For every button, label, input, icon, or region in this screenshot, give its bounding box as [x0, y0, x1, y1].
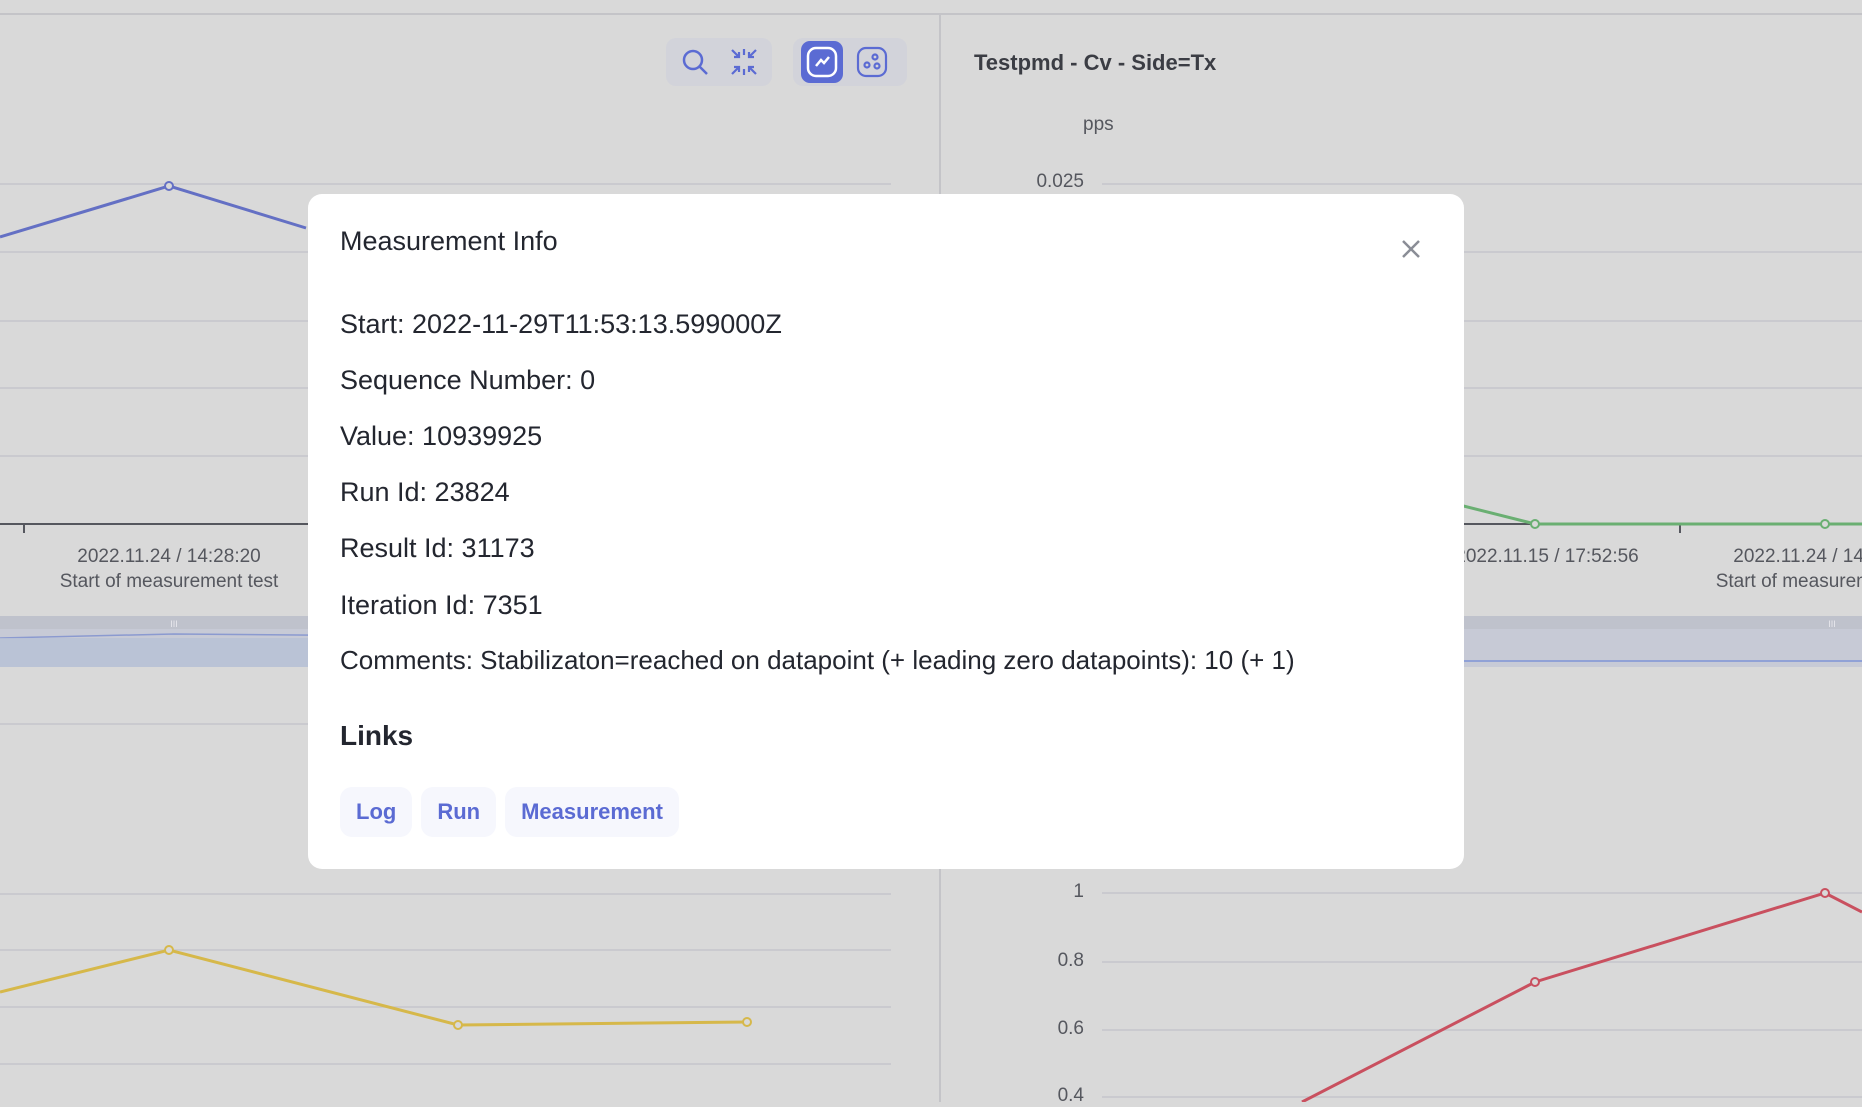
bottom-left-data-point — [742, 1017, 752, 1027]
x-label-date: 2022.11.24 / 14:28:20 — [1733, 546, 1862, 567]
x-label-note: Start of measurement test — [59, 571, 279, 592]
y-tick-label: 0.8 — [1057, 950, 1084, 971]
field-value: Value: 10939925 — [340, 421, 543, 451]
search-icon[interactable] — [674, 41, 715, 83]
field-run-id: Run Id: 23824 — [340, 477, 510, 507]
x-axis-label: 2022.11.15 / 17:52:56 — [1397, 544, 1697, 569]
y-tick-label: 0.4 — [1057, 1085, 1084, 1106]
bottom-right-data-point — [1530, 977, 1540, 987]
zoom-toolbar — [666, 38, 772, 86]
x-label-date: 2022.11.15 / 17:52:56 — [1455, 546, 1639, 567]
x-axis-label: 2022.11.24 / 14:28:20 Start of measureme… — [19, 544, 319, 594]
log-link-button[interactable]: Log — [340, 787, 413, 837]
chart-title: Testpmd - Cv - Side=Tx — [974, 50, 1217, 75]
modal-title: Measurement Info — [340, 226, 558, 256]
bottom-left-series-line — [0, 948, 748, 1027]
chart-type-toolbar — [793, 38, 907, 86]
bottom-left-data-point — [164, 945, 174, 955]
left-data-point — [164, 181, 174, 191]
x-label-note: Start of measurement test — [1715, 571, 1862, 592]
y-tick-label: 0.025 — [1036, 171, 1084, 192]
left-series-line — [0, 184, 307, 239]
links-heading: Links — [340, 720, 414, 751]
y-tick-label: 0.6 — [1057, 1018, 1084, 1039]
scatter-chart-icon[interactable] — [851, 41, 893, 83]
close-icon[interactable] — [1396, 234, 1426, 264]
run-link-button[interactable]: Run — [421, 787, 497, 837]
field-start: Start: 2022-11-29T11:53:13.599000Z — [340, 309, 782, 339]
field-sequence-number: Sequence Number: 0 — [340, 365, 596, 395]
line-chart-icon[interactable] — [801, 41, 843, 83]
x-axis-label: 2022.11.24 / 14:28:20 Start of measureme… — [1675, 544, 1862, 594]
left-slider-grip: III — [170, 619, 178, 629]
right-data-point — [1530, 519, 1540, 529]
field-iteration-id: Iteration Id: 7351 — [340, 590, 543, 620]
bottom-right-series-line — [1301, 891, 1862, 1102]
svg-text:III: III — [1828, 619, 1836, 629]
y-tick-label: 1 — [1073, 881, 1084, 902]
bottom-left-data-point — [453, 1020, 463, 1030]
shrink-icon[interactable] — [723, 41, 764, 83]
measurement-link-button[interactable]: Measurement — [505, 787, 679, 837]
field-result-id: Result Id: 31173 — [340, 533, 535, 563]
x-label-date: 2022.11.24 / 14:28:20 — [77, 546, 261, 567]
bottom-right-data-point — [1820, 888, 1830, 898]
measurement-info-modal: Measurement Info Start: 2022-11-29T11:53… — [308, 194, 1464, 869]
links-group: Log Run Measurement — [340, 787, 679, 837]
y-axis-unit: pps — [1083, 114, 1114, 135]
right-data-point — [1820, 519, 1830, 529]
field-comments: Comments: Stabilizaton=reached on datapo… — [340, 645, 1295, 675]
right-series-line — [1399, 488, 1862, 526]
bottom-right-gridlines — [1102, 892, 1862, 1098]
